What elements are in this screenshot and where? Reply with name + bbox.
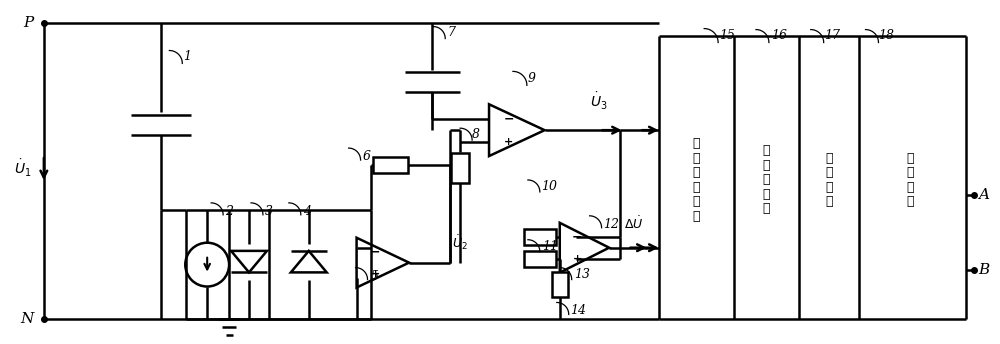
Text: 3: 3	[265, 205, 273, 218]
Text: A: A	[978, 188, 989, 202]
Text: $\dot{U}_2$: $\dot{U}_2$	[452, 233, 468, 252]
Text: −: −	[504, 112, 514, 125]
Bar	[552, 272, 568, 298]
Text: 13: 13	[574, 268, 590, 281]
Text: N: N	[21, 312, 34, 326]
Text: 11: 11	[542, 240, 558, 253]
Text: 5: 5	[371, 270, 379, 283]
Text: 2: 2	[225, 205, 233, 218]
Text: +: +	[371, 269, 380, 279]
Text: 6: 6	[363, 150, 371, 163]
Text: +: +	[504, 137, 513, 147]
Text: 18: 18	[878, 29, 894, 42]
Text: −: −	[370, 245, 380, 258]
Text: 14: 14	[570, 304, 586, 318]
Text: 模
数
转
换
器: 模 数 转 换 器	[762, 144, 770, 215]
Text: 8: 8	[472, 128, 480, 141]
Text: +: +	[573, 254, 582, 264]
Text: $\dot{U}_1$: $\dot{U}_1$	[14, 158, 32, 179]
Text: 16: 16	[771, 29, 787, 42]
Text: B: B	[978, 262, 989, 277]
Text: 15: 15	[719, 29, 735, 42]
Text: $\Delta\dot{U}$: $\Delta\dot{U}$	[624, 215, 644, 232]
Bar	[524, 251, 556, 267]
Text: 17: 17	[824, 29, 840, 42]
Bar	[451, 153, 469, 183]
Bar	[373, 157, 408, 173]
Text: P: P	[24, 15, 34, 30]
Text: 12: 12	[604, 218, 620, 231]
Text: 10: 10	[541, 180, 557, 193]
Text: 4: 4	[303, 205, 311, 218]
Text: 9: 9	[528, 72, 536, 85]
Text: $\dot{U}_3$: $\dot{U}_3$	[590, 91, 607, 112]
Text: 通
讯
接
口: 通 讯 接 口	[907, 152, 914, 208]
Text: 7: 7	[447, 25, 455, 39]
Bar	[524, 229, 556, 245]
Text: 微
处
理
器: 微 处 理 器	[825, 152, 832, 208]
Text: 信
号
调
理
电
路: 信 号 调 理 电 路	[692, 137, 700, 223]
Text: −: −	[572, 230, 583, 243]
Text: 1: 1	[183, 51, 191, 64]
